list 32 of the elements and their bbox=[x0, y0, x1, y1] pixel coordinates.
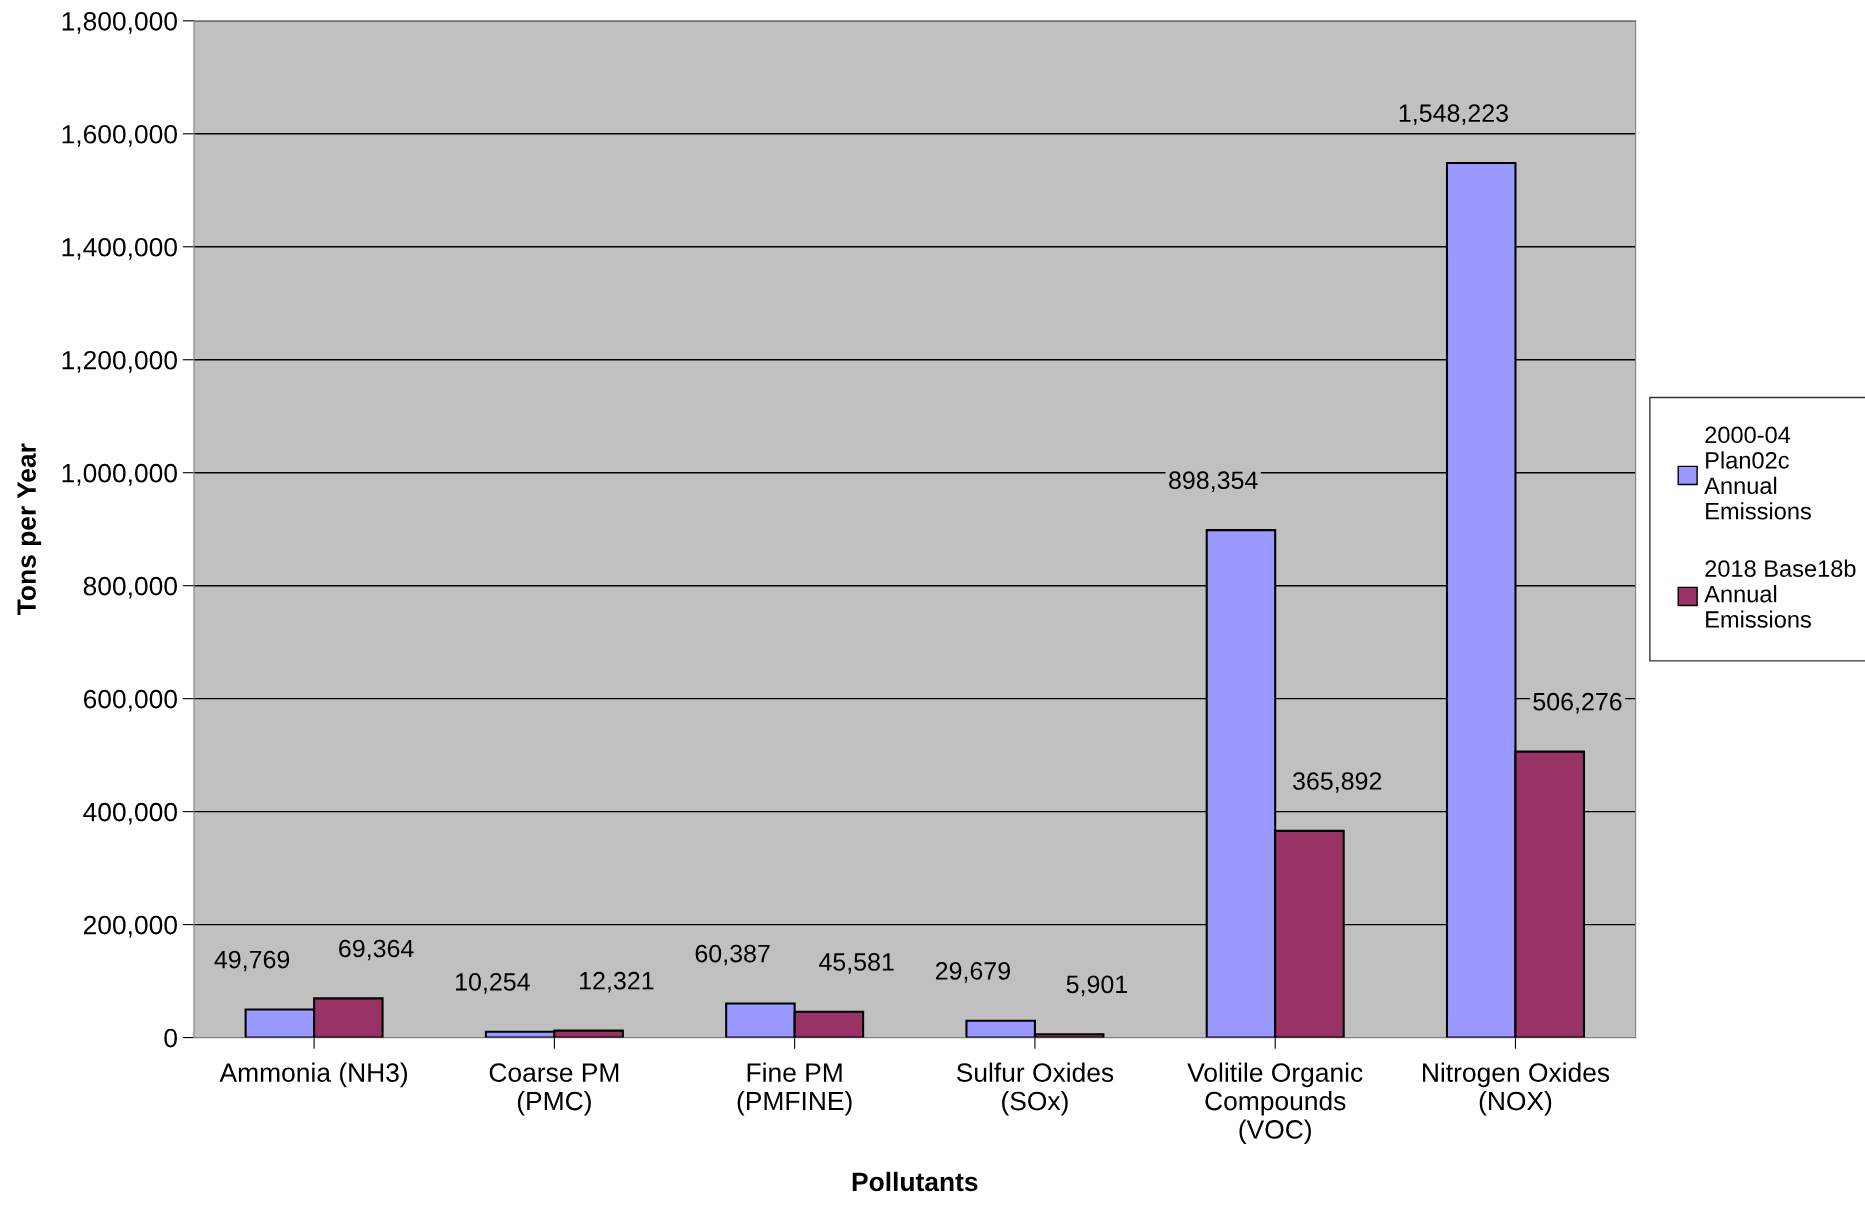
legend-label: 2000-04 Plan02c Annual Emissions bbox=[1704, 426, 1811, 520]
x-tick-label: Sulfur Oxides (SOx) bbox=[956, 1062, 1114, 1116]
data-label: 10,254 bbox=[456, 973, 530, 994]
data-label: 365,892 bbox=[1292, 772, 1382, 793]
x-axis-title: Pollutants bbox=[852, 1171, 978, 1192]
y-tick-label: 600,000 bbox=[83, 689, 177, 712]
data-label: 506,276 bbox=[1533, 692, 1622, 714]
y-tick-label: 1,800,000 bbox=[62, 11, 177, 34]
x-tick-label: Coarse PM (PMC) bbox=[489, 1063, 619, 1116]
y-tick-label: 400,000 bbox=[83, 802, 177, 825]
x-tick-label: Volitile Organic Compounds (VOC) bbox=[1187, 1062, 1363, 1145]
y-tick-label: 1,000,000 bbox=[62, 463, 177, 486]
y-tick-label: 0 bbox=[164, 1028, 177, 1048]
x-tick-label: Nitrogen Oxides (NOX) bbox=[1423, 1062, 1610, 1116]
data-label: 12,321 bbox=[580, 971, 654, 993]
legend-label: 2018 Base18b Annual Emissions bbox=[1704, 559, 1856, 628]
y-tick-label: 1,400,000 bbox=[62, 237, 177, 260]
y-tick-label: 1,600,000 bbox=[62, 124, 177, 147]
data-label: 1,548,223 bbox=[1399, 104, 1508, 125]
y-axis-title: Tons per Year bbox=[17, 443, 42, 615]
data-label: 5,901 bbox=[1066, 975, 1127, 997]
data-label: 60,387 bbox=[695, 944, 770, 966]
x-tick-label: Ammonia (NH3) bbox=[219, 1062, 408, 1088]
data-label: 29,679 bbox=[935, 962, 1010, 983]
data-label: 898,354 bbox=[1169, 471, 1258, 493]
data-label: 69,364 bbox=[339, 939, 414, 961]
data-label: 49,769 bbox=[214, 950, 290, 972]
data-label: 45,581 bbox=[819, 953, 894, 974]
y-tick-label: 200,000 bbox=[83, 915, 177, 938]
y-tick-label: 800,000 bbox=[83, 576, 177, 599]
y-tick-label: 1,200,000 bbox=[62, 350, 177, 373]
x-tick-label: Fine PM (PMFINE) bbox=[737, 1062, 852, 1116]
